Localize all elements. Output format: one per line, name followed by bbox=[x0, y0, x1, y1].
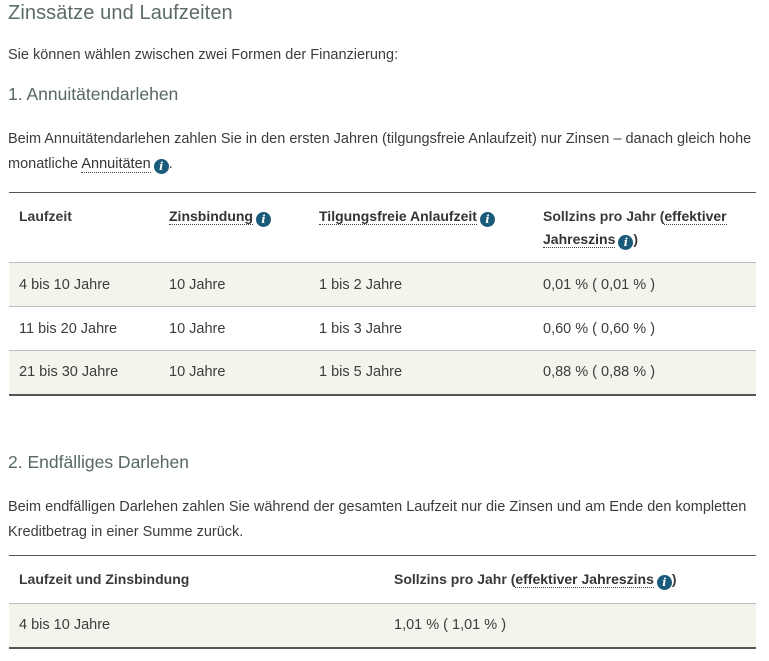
header-sollzins: Sollzins pro Jahr (effektiver Jahreszins… bbox=[533, 193, 756, 263]
intro-text: Sie können wählen zwischen zwei Formen d… bbox=[8, 47, 399, 63]
section1-text-after: . bbox=[168, 156, 173, 172]
header-sollzins-suffix: ) bbox=[671, 571, 677, 587]
cell-sollzins: 0,60 % ( 0,60 % ) bbox=[543, 320, 656, 337]
endfaellig-table: Laufzeit und Zinsbindung Sollzins pro Ja… bbox=[9, 555, 756, 649]
cell-sollzins: 0,88 % ( 0,88 % ) bbox=[543, 364, 656, 381]
zinsbindung-link[interactable]: Zinsbindung bbox=[169, 208, 253, 225]
section1-text-before: Beim Annuitätendarlehen zahlen Sie in de… bbox=[8, 131, 752, 172]
page-title: Zinssätze und Laufzeiten bbox=[8, 2, 233, 24]
cell-zinsbindung: 10 Jahre bbox=[169, 364, 226, 381]
cell-sollzins: 0,01 % ( 0,01 % ) bbox=[543, 276, 656, 293]
effektiver-jahreszins-link[interactable]: effektiver Jahreszins bbox=[543, 208, 727, 248]
cell-zinsbindung: 10 Jahre bbox=[169, 276, 226, 293]
header-sollzins-prefix: Sollzins pro Jahr ( bbox=[394, 571, 516, 587]
cell-anlaufzeit: 1 bis 5 Jahre bbox=[319, 364, 403, 381]
cell-sollzins: 1,01 % ( 1,01 % ) bbox=[394, 617, 507, 634]
cell-anlaufzeit: 1 bis 2 Jahre bbox=[319, 276, 403, 293]
cell-laufzeit: 21 bis 30 Jahre bbox=[19, 364, 119, 381]
table-row: 11 bis 20 Jahre 10 Jahre 1 bis 3 Jahre 0… bbox=[9, 306, 756, 351]
annuitaeten-link[interactable]: Annuitäten bbox=[81, 156, 151, 173]
header-sollzins-suffix: ) bbox=[633, 231, 639, 247]
section2-heading: 2. Endfälliges Darlehen bbox=[8, 452, 189, 472]
table-header-row: Laufzeit und Zinsbindung Sollzins pro Ja… bbox=[9, 555, 756, 604]
header-anlaufzeit: Tilgungsfreie Anlaufzeit i bbox=[309, 193, 533, 263]
info-icon[interactable]: i bbox=[656, 575, 672, 590]
section2-text: Beim endfälligen Darlehen zahlen Sie wäh… bbox=[8, 499, 747, 540]
cell-laufzeit: 11 bis 20 Jahre bbox=[19, 320, 118, 337]
info-icon[interactable]: i bbox=[153, 159, 169, 174]
cell-laufzeit: 4 bis 10 Jahre bbox=[19, 617, 111, 634]
annuitaeten-table: Laufzeit Zinsbindung i Tilgungsfreie Anla… bbox=[9, 192, 756, 396]
info-icon[interactable]: i bbox=[479, 212, 495, 227]
cell-anlaufzeit: 1 bis 3 Jahre bbox=[319, 320, 403, 337]
cell-zinsbindung: 10 Jahre bbox=[169, 320, 226, 337]
header-laufzeit: Laufzeit bbox=[19, 208, 72, 224]
table-row: 21 bis 30 Jahre 10 Jahre 1 bis 5 Jahre 0… bbox=[9, 350, 756, 395]
header-zinsbindung: Zinsbindung i bbox=[159, 193, 309, 263]
anlaufzeit-link[interactable]: Tilgungsfreie Anlaufzeit bbox=[319, 208, 477, 225]
effektiver-jahreszins-link[interactable]: effektiver Jahreszins bbox=[515, 571, 654, 588]
table-header-row: Laufzeit Zinsbindung i Tilgungsfreie Anla… bbox=[9, 192, 756, 263]
header-laufzeit-zinsbindung: Laufzeit und Zinsbindung bbox=[19, 571, 190, 587]
info-icon[interactable]: i bbox=[255, 212, 271, 227]
table-row: 4 bis 10 Jahre 10 Jahre 1 bis 2 Jahre 0,… bbox=[9, 262, 756, 307]
header-sollzins-prefix: Sollzins pro Jahr ( bbox=[543, 208, 665, 224]
section1-heading: 1. Annuitätendarlehen bbox=[8, 84, 179, 104]
section1-text: Beim Annuitätendarlehen zahlen Sie in de… bbox=[8, 127, 758, 177]
info-icon[interactable]: i bbox=[618, 235, 634, 250]
header-sollzins: Sollzins pro Jahr (effektiver Jahreszins… bbox=[384, 556, 756, 604]
cell-laufzeit: 4 bis 10 Jahre bbox=[19, 276, 111, 293]
table-row: 4 bis 10 Jahre 1,01 % ( 1,01 % ) bbox=[9, 603, 756, 648]
